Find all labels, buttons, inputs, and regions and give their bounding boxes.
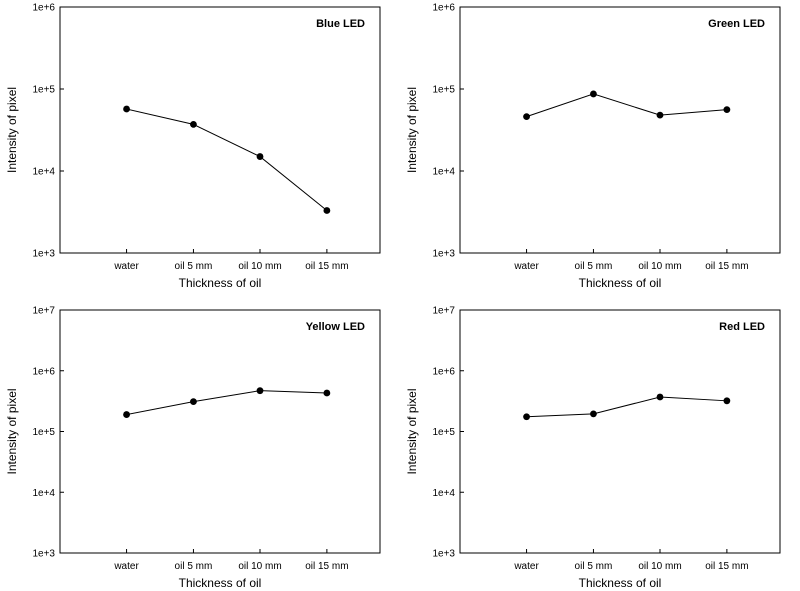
x-category-label: oil 15 mm — [305, 561, 348, 572]
series-line — [126, 108, 328, 211]
y-tick-label: 1e+4 — [432, 167, 455, 178]
x-category-label: water — [113, 261, 139, 272]
data-point — [190, 121, 197, 128]
data-point — [723, 397, 731, 405]
y-tick-label: 1e+4 — [432, 488, 455, 499]
data-point — [656, 393, 664, 401]
x-axis-title: Thickness of oil — [179, 576, 262, 590]
plot-frame — [459, 309, 781, 554]
y-tick-label: 1e+5 — [432, 85, 455, 96]
panel-title: Yellow LED — [306, 321, 365, 333]
x-category-label: oil 10 mm — [238, 261, 281, 272]
data-point — [123, 411, 130, 418]
plot-frame — [59, 309, 381, 554]
plot-frame — [59, 6, 381, 254]
y-tick-label: 1e+3 — [32, 249, 55, 260]
x-category-label: oil 5 mm — [575, 561, 613, 572]
x-axis-title: Thickness of oil — [579, 276, 662, 290]
chart-panel-2: 1e+3 1e+4 1e+5 1e+6 water oil 5 mm oil 10 mm oi… — [405, 3, 781, 290]
data-point — [323, 389, 331, 397]
chart-panel-4: 1e+3 1e+4 1e+5 1e+6 1e+7 water oil 5 mm oil 10 … — [405, 306, 781, 590]
panel-title: Blue LED — [316, 18, 365, 30]
x-category-label: oil 15 mm — [305, 261, 348, 272]
series-line — [126, 390, 327, 416]
x-category-label: oil 5 mm — [175, 261, 213, 272]
x-axis-title: Thickness of oil — [179, 276, 262, 290]
x-category-label: oil 10 mm — [638, 261, 681, 272]
y-tick-label: 1e+3 — [432, 249, 455, 260]
chart-panel-1: 1e+3 1e+4 1e+5 1e+6 water oil 5 mm oil 10 mm oi… — [5, 3, 381, 290]
x-category-label: oil 15 mm — [705, 561, 748, 572]
y-tick-label: 1e+4 — [32, 488, 55, 499]
data-point — [656, 111, 664, 119]
data-point — [523, 413, 530, 421]
x-category-label: water — [113, 561, 139, 572]
x-category-label: water — [513, 561, 539, 572]
data-point — [190, 398, 197, 406]
y-tick-label: 1e+4 — [32, 167, 55, 178]
panel-title: Green LED — [708, 18, 765, 30]
y-tick-label: 1e+5 — [432, 427, 455, 438]
x-category-label: water — [513, 261, 539, 272]
data-point — [590, 410, 597, 418]
y-axis-title: Intensity of pixel — [405, 388, 419, 474]
y-tick-label: 1e+3 — [32, 549, 55, 560]
chart-panel-3: 1e+3 1e+4 1e+5 1e+6 1e+7 water oil 5 mm oil 10 … — [5, 306, 381, 590]
y-tick-label: 1e+6 — [432, 366, 455, 377]
y-tick-label: 1e+6 — [32, 3, 55, 14]
data-point — [723, 106, 731, 114]
y-axis-title: Intensity of pixel — [5, 388, 19, 474]
x-category-label: oil 10 mm — [238, 561, 281, 572]
y-tick-label: 1e+5 — [32, 85, 55, 96]
plot-frame — [459, 6, 781, 254]
data-point — [256, 153, 264, 160]
y-tick-label: 1e+6 — [432, 3, 455, 14]
data-point — [256, 387, 264, 395]
y-axis-title: Intensity of pixel — [405, 87, 419, 173]
series-line — [526, 93, 727, 118]
data-point — [323, 207, 331, 214]
data-point — [590, 90, 597, 98]
series-line — [526, 396, 727, 418]
x-category-label: oil 5 mm — [175, 561, 213, 572]
x-category-label: oil 5 mm — [575, 261, 613, 272]
x-category-label: oil 10 mm — [638, 561, 681, 572]
panel-title: Red LED — [719, 321, 765, 333]
y-tick-label: 1e+7 — [432, 306, 455, 317]
x-category-label: oil 15 mm — [705, 261, 748, 272]
data-point — [523, 113, 530, 121]
y-axis-title: Intensity of pixel — [5, 87, 19, 173]
data-point — [123, 105, 130, 113]
y-tick-label: 1e+6 — [32, 366, 55, 377]
y-tick-label: 1e+5 — [32, 427, 55, 438]
x-axis-title: Thickness of oil — [579, 576, 662, 590]
y-tick-label: 1e+3 — [432, 549, 455, 560]
y-tick-label: 1e+7 — [32, 306, 55, 317]
